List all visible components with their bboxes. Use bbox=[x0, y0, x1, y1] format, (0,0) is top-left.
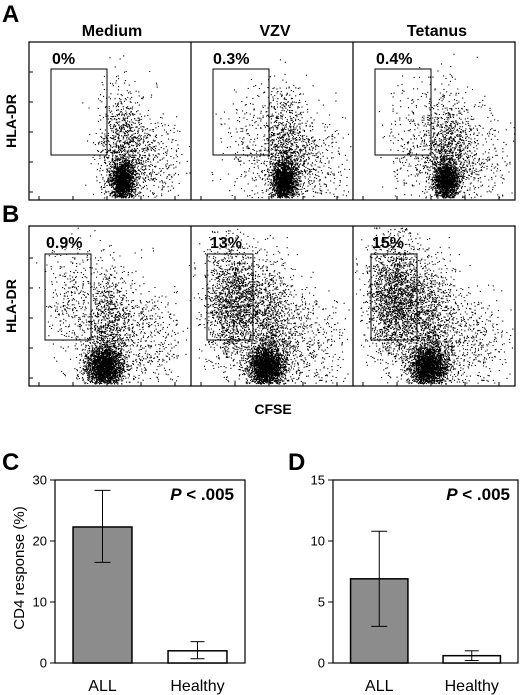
event-cloud bbox=[36, 227, 106, 380]
chart-c-category-label: ALL bbox=[88, 678, 117, 695]
chart-c-plot-frame bbox=[54, 479, 246, 664]
gate-a-vzv-percent: 0.3% bbox=[213, 51, 249, 68]
panel-letter-a: A bbox=[2, 1, 19, 28]
event-cloud bbox=[245, 92, 352, 198]
column-title-medium: Medium bbox=[82, 23, 142, 40]
gate-a-tetanus bbox=[374, 68, 432, 156]
flow-row-b-frame bbox=[28, 225, 516, 387]
chart-c-y-tick-label: 30 bbox=[33, 473, 47, 488]
chart-c-y-axis-label: CD4 response (%) bbox=[11, 506, 28, 629]
flow-row-b-events bbox=[36, 227, 514, 385]
chart-c-category-label: Healthy bbox=[170, 678, 224, 695]
column-title-tetanus: Tetanus bbox=[407, 23, 467, 40]
panel-letter-d: D bbox=[288, 449, 305, 476]
event-cloud bbox=[390, 260, 514, 385]
gate-b-medium bbox=[44, 253, 92, 341]
flow-x-axis-title: CFSE bbox=[254, 401, 291, 417]
bar-chart-c: 0 10 20 30 ALL Healthy bbox=[33, 473, 246, 695]
event-cloud bbox=[378, 75, 443, 197]
chart-d-y-tick-label: 15 bbox=[311, 473, 325, 488]
event-cloud bbox=[355, 227, 457, 384]
gate-b-tetanus-percent: 15% bbox=[372, 235, 404, 252]
gate-b-tetanus bbox=[370, 253, 418, 341]
event-cloud bbox=[193, 228, 295, 383]
chart-c-y-tick-label: 0 bbox=[40, 656, 47, 671]
flow-axis-ticks bbox=[29, 71, 500, 386]
chart-d-category-label: Healthy bbox=[445, 678, 499, 695]
event-cloud bbox=[399, 332, 462, 385]
gate-a-medium bbox=[50, 68, 108, 156]
gate-a-tetanus-percent: 0.4% bbox=[376, 51, 412, 68]
chart-d-y-tick-label: 10 bbox=[311, 534, 325, 549]
flow-y-axis-title-a: HLA-DR bbox=[3, 94, 19, 148]
flow-row-a-events bbox=[82, 53, 516, 199]
gate-a-medium-percent: 0% bbox=[52, 51, 75, 68]
event-cloud bbox=[74, 247, 191, 385]
column-title-vzv: VZV bbox=[259, 23, 290, 40]
chart-d-plot-frame bbox=[332, 479, 519, 664]
chart-c-y-tick-label: 10 bbox=[33, 595, 47, 610]
chart-c-p-value: P < .005 bbox=[170, 485, 234, 504]
flow-y-axis-title-b: HLA-DR bbox=[3, 279, 19, 333]
flow-row-a-frame bbox=[28, 41, 516, 201]
gate-b-vzv-percent: 13% bbox=[210, 235, 242, 252]
event-cloud bbox=[85, 84, 191, 199]
gate-a-vzv bbox=[212, 68, 270, 156]
gate-b-vzv bbox=[206, 253, 254, 341]
bar-chart-d: 0 5 10 15 ALL Healthy bbox=[311, 473, 519, 695]
chart-c-y-tick-label: 20 bbox=[33, 534, 47, 549]
chart-d-y-tick-label: 5 bbox=[318, 595, 325, 610]
panel-letter-b: B bbox=[2, 201, 19, 228]
event-cloud bbox=[236, 264, 350, 385]
chart-d-y-tick-label: 0 bbox=[318, 656, 325, 671]
chart-d-category-label: ALL bbox=[365, 678, 394, 695]
chart-d-p-value: P < .005 bbox=[446, 485, 510, 504]
event-cloud bbox=[416, 88, 516, 199]
gate-b-medium-percent: 0.9% bbox=[46, 235, 82, 252]
panel-letter-c: C bbox=[2, 449, 19, 476]
